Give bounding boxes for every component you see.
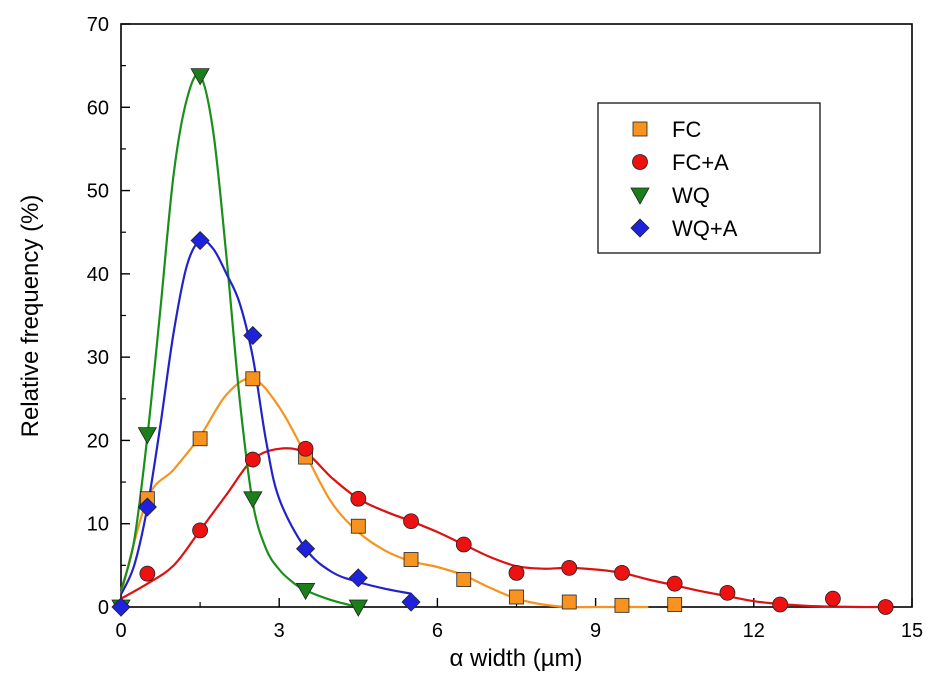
x-tick-label: 9 bbox=[590, 620, 601, 642]
y-tick-label: 70 bbox=[87, 14, 109, 36]
data-point-fc bbox=[192, 431, 208, 447]
data-point-wq bbox=[295, 582, 316, 601]
data-point-wq-plus-a bbox=[111, 597, 131, 617]
legend-label-fc: FC bbox=[672, 117, 701, 142]
data-point-fc-plus-a bbox=[350, 490, 367, 507]
data-markers bbox=[111, 68, 894, 617]
data-point-fc bbox=[509, 589, 524, 605]
data-point-fc-plus-a bbox=[772, 596, 789, 613]
data-point-wq-plus-a bbox=[348, 568, 368, 588]
data-point-fc-plus-a bbox=[666, 575, 683, 592]
data-point-wq bbox=[190, 68, 210, 86]
x-tick-label: 0 bbox=[115, 620, 126, 642]
y-tick-label: 50 bbox=[87, 181, 109, 203]
data-point-fc-plus-a bbox=[719, 584, 736, 601]
data-point-fc bbox=[667, 597, 683, 612]
legend-marker-wq bbox=[630, 187, 650, 205]
x-tick-label: 12 bbox=[743, 620, 765, 642]
data-point-fc-plus-a bbox=[455, 536, 472, 553]
fit-curve-fc-plus-a bbox=[120, 447, 886, 609]
y-tick-label: 40 bbox=[87, 264, 109, 286]
data-point-fc-plus-a bbox=[192, 522, 209, 539]
data-point-fc bbox=[561, 594, 577, 610]
data-point-wq bbox=[348, 599, 368, 617]
legend-marker-fc-plus-a bbox=[632, 154, 648, 170]
x-tick-label: 15 bbox=[901, 620, 923, 642]
data-point-fc bbox=[456, 572, 472, 587]
legend-label-fc-plus-a: FC+A bbox=[672, 150, 729, 175]
y-tick-label: 30 bbox=[87, 347, 109, 369]
data-point-fc-plus-a bbox=[614, 564, 630, 581]
fit-curve-wq-plus-a bbox=[119, 238, 412, 595]
data-point-fc bbox=[403, 552, 419, 567]
data-point-fc-plus-a bbox=[508, 564, 525, 581]
x-axis-title: α width (µm) bbox=[449, 645, 582, 672]
data-point-fc-plus-a bbox=[139, 565, 156, 582]
data-point-fc-plus-a bbox=[297, 440, 314, 457]
data-point-wq-plus-a bbox=[137, 497, 157, 517]
x-tick-label: 6 bbox=[432, 620, 443, 642]
data-point-fc-plus-a bbox=[877, 599, 894, 615]
fit-curve-wq bbox=[119, 73, 359, 609]
data-point-wq-plus-a bbox=[296, 539, 316, 559]
y-tick-label: 0 bbox=[98, 597, 109, 619]
data-point-fc bbox=[614, 597, 630, 613]
data-point-wq bbox=[137, 427, 158, 445]
axis-ticks: 0 3 6 9 12 15 0 10 20 30 40 50 60 70 bbox=[87, 14, 923, 642]
y-tick-label: 20 bbox=[87, 430, 109, 452]
x-tick-label: 3 bbox=[274, 620, 285, 642]
data-point-wq-plus-a bbox=[243, 325, 263, 346]
y-tick-label: 10 bbox=[87, 514, 109, 536]
data-point-fc-plus-a bbox=[403, 513, 419, 530]
data-point-wq-plus-a bbox=[401, 592, 421, 612]
legend: FC FC+A WQ WQ+A bbox=[597, 102, 821, 254]
data-point-fc bbox=[350, 518, 366, 534]
legend-marker-wq-plus-a bbox=[630, 218, 650, 238]
y-tick-label: 60 bbox=[87, 97, 109, 119]
data-point-wq bbox=[243, 491, 263, 509]
data-point-fc-plus-a bbox=[244, 451, 261, 468]
y-axis-title: Relative frequency (%) bbox=[17, 195, 44, 438]
legend-marker-fc bbox=[632, 121, 648, 137]
data-point-fc-plus-a bbox=[561, 559, 578, 576]
legend-label-wq-plus-a: WQ+A bbox=[672, 216, 738, 241]
data-point-fc-plus-a bbox=[825, 590, 841, 607]
data-point-fc bbox=[245, 371, 261, 387]
data-point-wq-plus-a bbox=[190, 230, 210, 251]
legend-label-wq: WQ bbox=[672, 183, 710, 208]
